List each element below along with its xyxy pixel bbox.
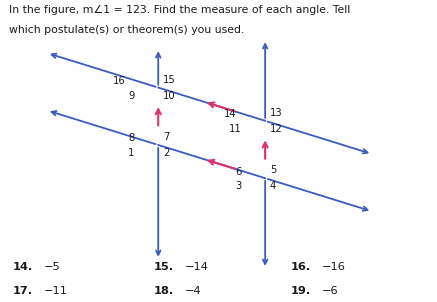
Text: 11: 11 xyxy=(229,124,242,134)
Text: 10: 10 xyxy=(163,91,176,101)
Text: 9: 9 xyxy=(128,91,135,101)
Text: which postulate(s) or theorem(s) you used.: which postulate(s) or theorem(s) you use… xyxy=(9,25,244,35)
Text: −11: −11 xyxy=(44,286,68,297)
Text: 1: 1 xyxy=(128,148,135,158)
Text: 5: 5 xyxy=(270,165,276,175)
Text: 15.: 15. xyxy=(154,262,174,272)
Text: 7: 7 xyxy=(163,132,169,142)
Text: 14: 14 xyxy=(224,109,237,119)
Text: 8: 8 xyxy=(128,133,135,143)
Text: 16.: 16. xyxy=(291,262,311,272)
Text: −6: −6 xyxy=(322,286,338,297)
Text: 12: 12 xyxy=(270,124,283,134)
Text: 17.: 17. xyxy=(13,286,33,297)
Text: 13: 13 xyxy=(270,108,282,118)
Text: 6: 6 xyxy=(235,166,242,177)
Text: 3: 3 xyxy=(236,181,242,191)
Text: 2: 2 xyxy=(163,148,169,158)
Text: In the figure, m∠1 = 123. Find the measure of each angle. Tell: In the figure, m∠1 = 123. Find the measu… xyxy=(9,5,350,14)
Text: −14: −14 xyxy=(185,262,208,272)
Text: −4: −4 xyxy=(185,286,201,297)
Text: −16: −16 xyxy=(322,262,346,272)
Text: −5: −5 xyxy=(44,262,60,272)
Text: 18.: 18. xyxy=(154,286,174,297)
Text: 14.: 14. xyxy=(13,262,33,272)
Text: 4: 4 xyxy=(270,181,276,191)
Text: 19.: 19. xyxy=(291,286,311,297)
Text: 15: 15 xyxy=(163,75,176,85)
Text: 16: 16 xyxy=(113,76,125,86)
